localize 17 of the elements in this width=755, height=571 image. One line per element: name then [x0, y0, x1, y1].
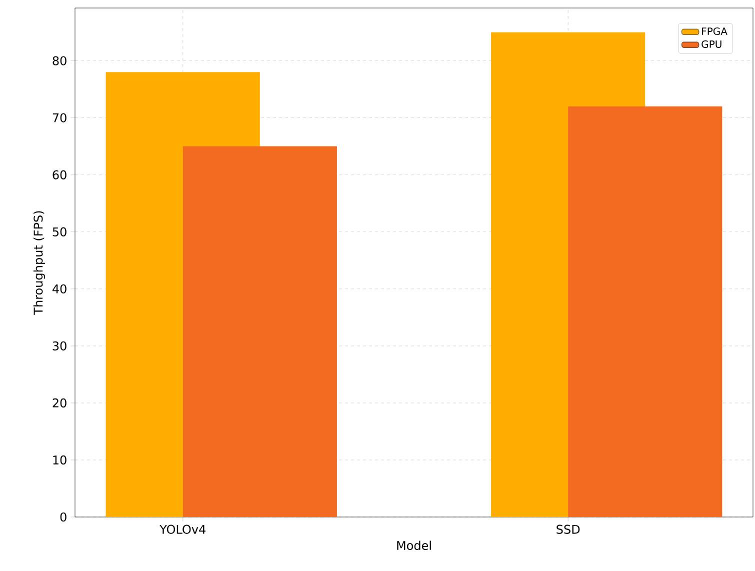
y-tick-label: 0 [60, 512, 66, 522]
y-tick-label: 40 [52, 284, 66, 294]
y-tick-label: 20 [52, 398, 66, 408]
bar [182, 146, 337, 517]
x-axis-title: Model [397, 540, 431, 550]
bar [568, 106, 722, 517]
legend-label: FPGA [702, 27, 728, 36]
y-tick-label: 10 [53, 455, 66, 465]
y-tick-label: 30 [52, 341, 66, 350]
y-tick-label: 80 [52, 56, 66, 66]
x-tick-label: YOLOv4 [160, 524, 206, 534]
y-tick-label: 60 [52, 170, 66, 180]
legend-label: GPU [702, 40, 722, 48]
y-tick-label: 50 [52, 227, 66, 236]
x-tick-label: SSD [556, 524, 580, 534]
y-tick-label: 70 [52, 113, 66, 122]
y-axis-title: Throughput (FPS) [33, 211, 46, 315]
